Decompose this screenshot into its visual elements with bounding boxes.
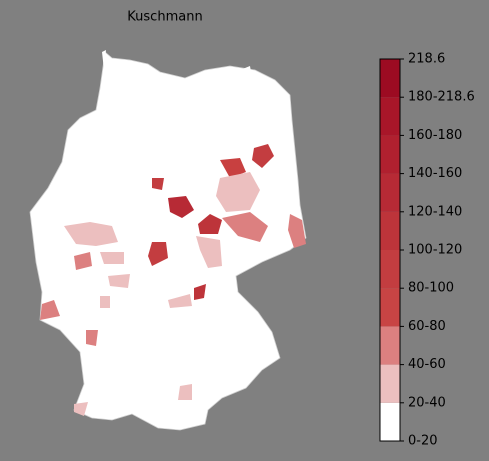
colorbar-label: 60-80	[408, 319, 446, 334]
country-outline	[29, 51, 307, 431]
colorbar: 0-20 20-40 40-60 60-80 80-100 100-120 120-140 1…	[379, 52, 475, 449]
region	[252, 144, 274, 168]
colorbar-label: 40-60	[408, 357, 446, 372]
region	[40, 300, 60, 320]
region	[222, 212, 268, 242]
region	[220, 158, 246, 178]
region	[216, 172, 260, 212]
colorbar-label: 100-120	[408, 243, 462, 258]
region	[178, 384, 192, 400]
germany-map	[29, 50, 307, 431]
region	[196, 236, 222, 268]
region	[74, 252, 92, 270]
colorbar-segment	[380, 211, 400, 250]
region	[108, 274, 130, 288]
colorbar-segment	[380, 326, 400, 365]
region	[194, 284, 206, 300]
region	[86, 330, 98, 346]
region	[288, 214, 306, 248]
colorbar-label: 0-20	[408, 434, 438, 449]
region	[148, 242, 168, 266]
colorbar-segment	[380, 288, 400, 327]
region	[152, 178, 164, 190]
colorbar-segment	[380, 364, 400, 403]
region	[64, 222, 118, 246]
colorbar-segment	[380, 402, 400, 441]
region	[74, 402, 88, 416]
region	[198, 214, 222, 234]
colorbar-segment	[380, 59, 400, 98]
map-title: Kuschmann	[127, 10, 202, 25]
colorbar-segment	[380, 250, 400, 289]
colorbar-label: 160-180	[408, 128, 462, 143]
region	[168, 294, 192, 308]
colorbar-segment	[380, 173, 400, 212]
region	[100, 296, 110, 308]
colorbar-label: 80-100	[408, 281, 454, 296]
colorbar-label: 20-40	[408, 395, 446, 410]
colorbar-label: 180-218.6	[408, 90, 475, 105]
colorbar-label: 120-140	[408, 204, 462, 219]
colorbar-label: 218.6	[408, 52, 445, 67]
colorbar-segment	[380, 97, 400, 136]
region	[100, 252, 124, 264]
colorbar-label: 140-160	[408, 166, 462, 181]
region	[168, 196, 194, 218]
colorbar-segment	[380, 135, 400, 174]
